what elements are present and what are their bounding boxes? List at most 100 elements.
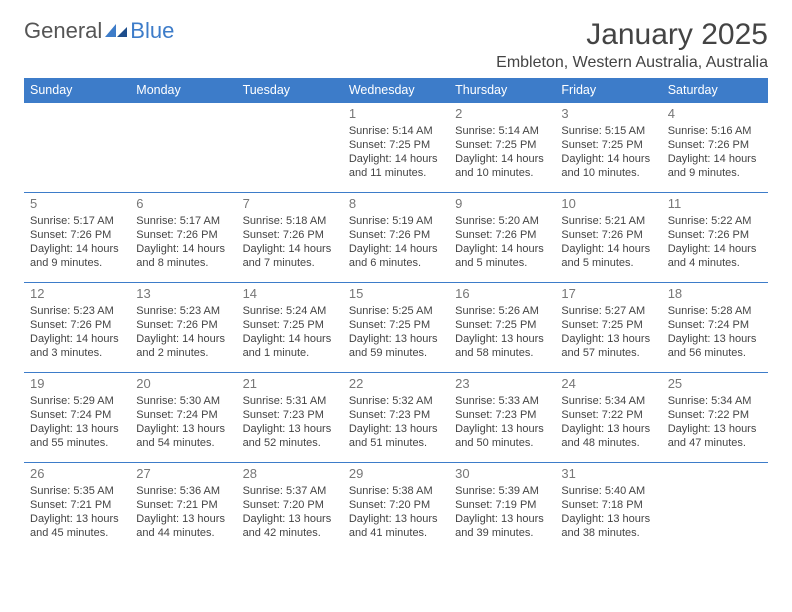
daylight-text: Daylight: 14 hours and 5 minutes. — [455, 242, 549, 270]
calendar-day-cell: 28Sunrise: 5:37 AMSunset: 7:20 PMDayligh… — [237, 463, 343, 553]
calendar-day-cell: 22Sunrise: 5:32 AMSunset: 7:23 PMDayligh… — [343, 373, 449, 463]
day-number: 6 — [136, 196, 230, 213]
day-number: 29 — [349, 466, 443, 483]
daylight-text: Daylight: 14 hours and 11 minutes. — [349, 152, 443, 180]
logo-text-blue: Blue — [130, 18, 174, 44]
calendar-day-cell: 30Sunrise: 5:39 AMSunset: 7:19 PMDayligh… — [449, 463, 555, 553]
day-number: 2 — [455, 106, 549, 123]
sunrise-text: Sunrise: 5:24 AM — [243, 304, 337, 318]
day-number: 26 — [30, 466, 124, 483]
sunset-text: Sunset: 7:26 PM — [30, 228, 124, 242]
calendar-day-cell: 11Sunrise: 5:22 AMSunset: 7:26 PMDayligh… — [662, 193, 768, 283]
calendar-empty-cell — [237, 103, 343, 193]
daylight-text: Daylight: 14 hours and 8 minutes. — [136, 242, 230, 270]
daylight-text: Daylight: 14 hours and 7 minutes. — [243, 242, 337, 270]
sunrise-text: Sunrise: 5:25 AM — [349, 304, 443, 318]
sunrise-text: Sunrise: 5:30 AM — [136, 394, 230, 408]
calendar-day-cell: 31Sunrise: 5:40 AMSunset: 7:18 PMDayligh… — [555, 463, 661, 553]
calendar-empty-cell — [130, 103, 236, 193]
calendar-day-cell: 15Sunrise: 5:25 AMSunset: 7:25 PMDayligh… — [343, 283, 449, 373]
calendar-day-header-row: SundayMondayTuesdayWednesdayThursdayFrid… — [24, 78, 768, 103]
daylight-text: Daylight: 14 hours and 5 minutes. — [561, 242, 655, 270]
daylight-text: Daylight: 13 hours and 48 minutes. — [561, 422, 655, 450]
calendar-empty-cell — [24, 103, 130, 193]
sunrise-text: Sunrise: 5:33 AM — [455, 394, 549, 408]
daylight-text: Daylight: 13 hours and 51 minutes. — [349, 422, 443, 450]
sunrise-text: Sunrise: 5:31 AM — [243, 394, 337, 408]
day-number: 28 — [243, 466, 337, 483]
sunrise-text: Sunrise: 5:37 AM — [243, 484, 337, 498]
sunset-text: Sunset: 7:21 PM — [136, 498, 230, 512]
day-header: Friday — [555, 78, 661, 103]
title-block: January 2025 Embleton, Western Australia… — [496, 18, 768, 72]
sunrise-text: Sunrise: 5:23 AM — [30, 304, 124, 318]
calendar-empty-cell — [662, 463, 768, 553]
sunrise-text: Sunrise: 5:19 AM — [349, 214, 443, 228]
day-header: Sunday — [24, 78, 130, 103]
day-number: 21 — [243, 376, 337, 393]
calendar-day-cell: 26Sunrise: 5:35 AMSunset: 7:21 PMDayligh… — [24, 463, 130, 553]
sunrise-text: Sunrise: 5:35 AM — [30, 484, 124, 498]
day-number: 22 — [349, 376, 443, 393]
day-number: 7 — [243, 196, 337, 213]
sunset-text: Sunset: 7:25 PM — [561, 318, 655, 332]
calendar-day-cell: 19Sunrise: 5:29 AMSunset: 7:24 PMDayligh… — [24, 373, 130, 463]
sunset-text: Sunset: 7:21 PM — [30, 498, 124, 512]
daylight-text: Daylight: 13 hours and 41 minutes. — [349, 512, 443, 540]
sunrise-text: Sunrise: 5:29 AM — [30, 394, 124, 408]
day-number: 12 — [30, 286, 124, 303]
calendar-day-cell: 23Sunrise: 5:33 AMSunset: 7:23 PMDayligh… — [449, 373, 555, 463]
sunrise-text: Sunrise: 5:36 AM — [136, 484, 230, 498]
daylight-text: Daylight: 14 hours and 3 minutes. — [30, 332, 124, 360]
day-number: 11 — [668, 196, 762, 213]
calendar-day-cell: 29Sunrise: 5:38 AMSunset: 7:20 PMDayligh… — [343, 463, 449, 553]
calendar-day-cell: 9Sunrise: 5:20 AMSunset: 7:26 PMDaylight… — [449, 193, 555, 283]
sunset-text: Sunset: 7:19 PM — [455, 498, 549, 512]
calendar-day-cell: 16Sunrise: 5:26 AMSunset: 7:25 PMDayligh… — [449, 283, 555, 373]
calendar-day-cell: 8Sunrise: 5:19 AMSunset: 7:26 PMDaylight… — [343, 193, 449, 283]
sunset-text: Sunset: 7:26 PM — [136, 228, 230, 242]
day-number: 1 — [349, 106, 443, 123]
sunset-text: Sunset: 7:23 PM — [349, 408, 443, 422]
sunrise-text: Sunrise: 5:18 AM — [243, 214, 337, 228]
daylight-text: Daylight: 13 hours and 45 minutes. — [30, 512, 124, 540]
sunset-text: Sunset: 7:18 PM — [561, 498, 655, 512]
calendar-week-row: 19Sunrise: 5:29 AM Sunset: 7:24 PM Dayligh… — [24, 373, 768, 463]
sunset-text: Sunset: 7:26 PM — [668, 138, 762, 152]
daylight-text: Daylight: 14 hours and 4 minutes. — [668, 242, 762, 270]
calendar-day-cell: 7Sunrise: 5:18 AMSunset: 7:26 PMDaylight… — [237, 193, 343, 283]
day-number: 9 — [455, 196, 549, 213]
page-title: January 2025 — [496, 18, 768, 52]
calendar-week-row: 1Sunrise: 5:14 AMSunset: 7:25 PMDaylight… — [24, 103, 768, 193]
daylight-text: Daylight: 13 hours and 56 minutes. — [668, 332, 762, 360]
daylight-text: Daylight: 13 hours and 50 minutes. — [455, 422, 549, 450]
calendar-day-cell: 10Sunrise: 5:21 AMSunset: 7:26 PMDayligh… — [555, 193, 661, 283]
day-number: 17 — [561, 286, 655, 303]
sunset-text: Sunset: 7:25 PM — [349, 138, 443, 152]
daylight-text: Daylight: 13 hours and 39 minutes. — [455, 512, 549, 540]
daylight-text: Daylight: 14 hours and 1 minute. — [243, 332, 337, 360]
sunrise-text: Sunrise: 5:17 AM — [136, 214, 230, 228]
daylight-text: Daylight: 13 hours and 59 minutes. — [349, 332, 443, 360]
daylight-text: Daylight: 13 hours and 52 minutes. — [243, 422, 337, 450]
logo-mark-icon — [104, 22, 128, 40]
daylight-text: Daylight: 14 hours and 10 minutes. — [561, 152, 655, 180]
sunset-text: Sunset: 7:26 PM — [455, 228, 549, 242]
logo: General Blue — [24, 18, 174, 44]
day-header: Saturday — [662, 78, 768, 103]
day-number: 5 — [30, 196, 124, 213]
sunset-text: Sunset: 7:23 PM — [455, 408, 549, 422]
sunrise-text: Sunrise: 5:27 AM — [561, 304, 655, 318]
calendar-day-cell: 4Sunrise: 5:16 AMSunset: 7:26 PMDaylight… — [662, 103, 768, 193]
calendar-day-cell: 27Sunrise: 5:36 AMSunset: 7:21 PMDayligh… — [130, 463, 236, 553]
sunset-text: Sunset: 7:26 PM — [136, 318, 230, 332]
sunrise-text: Sunrise: 5:22 AM — [668, 214, 762, 228]
daylight-text: Daylight: 13 hours and 44 minutes. — [136, 512, 230, 540]
sunrise-text: Sunrise: 5:21 AM — [561, 214, 655, 228]
sunset-text: Sunset: 7:26 PM — [668, 228, 762, 242]
day-header: Thursday — [449, 78, 555, 103]
sunset-text: Sunset: 7:24 PM — [136, 408, 230, 422]
sunset-text: Sunset: 7:20 PM — [243, 498, 337, 512]
calendar-week-row: 5Sunrise: 5:17 AMSunset: 7:26 PMDaylight… — [24, 193, 768, 283]
day-number: 19 — [30, 376, 124, 393]
